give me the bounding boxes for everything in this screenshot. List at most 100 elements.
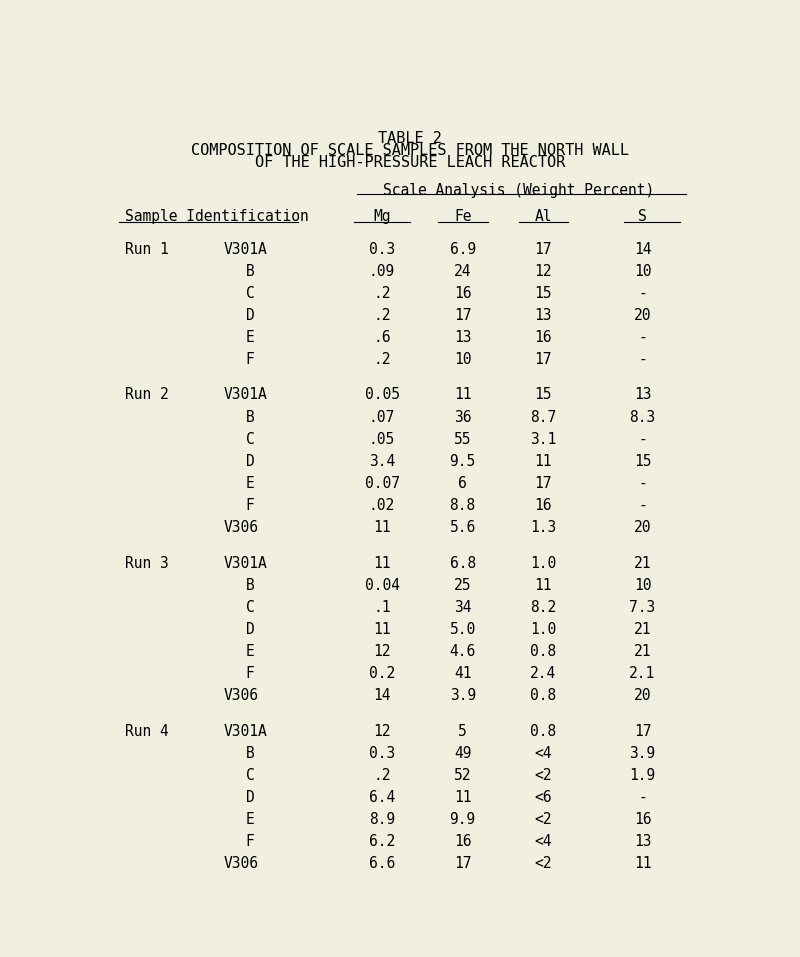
Text: V306: V306 — [224, 688, 259, 703]
Text: 24: 24 — [454, 264, 471, 278]
Text: 11: 11 — [374, 521, 391, 535]
Text: Run 1: Run 1 — [125, 241, 169, 256]
Text: .1: .1 — [374, 600, 391, 614]
Text: 11: 11 — [634, 857, 651, 871]
Text: Mg: Mg — [374, 210, 391, 224]
Text: .6: .6 — [374, 330, 391, 345]
Text: 17: 17 — [634, 723, 651, 739]
Text: Run 2: Run 2 — [125, 388, 169, 403]
Text: 8.2: 8.2 — [530, 600, 557, 614]
Text: V306: V306 — [224, 857, 259, 871]
Text: V301A: V301A — [224, 555, 268, 570]
Text: .2: .2 — [374, 286, 391, 300]
Text: F: F — [246, 666, 254, 681]
Text: 11: 11 — [534, 454, 552, 469]
Text: 49: 49 — [454, 746, 471, 761]
Text: 41: 41 — [454, 666, 471, 681]
Text: .07: .07 — [369, 410, 395, 425]
Text: 9.5: 9.5 — [450, 454, 476, 469]
Text: 15: 15 — [534, 388, 552, 403]
Text: B: B — [246, 410, 254, 425]
Text: .2: .2 — [374, 768, 391, 783]
Text: F: F — [246, 352, 254, 367]
Text: 8.8: 8.8 — [450, 498, 476, 513]
Text: 0.8: 0.8 — [530, 723, 557, 739]
Text: E: E — [246, 812, 254, 827]
Text: 13: 13 — [534, 308, 552, 323]
Text: 16: 16 — [454, 835, 471, 849]
Text: V306: V306 — [224, 521, 259, 535]
Text: 6.2: 6.2 — [369, 835, 395, 849]
Text: D: D — [246, 308, 254, 323]
Text: Run 4: Run 4 — [125, 723, 169, 739]
Text: .2: .2 — [374, 352, 391, 367]
Text: 16: 16 — [634, 812, 651, 827]
Text: 20: 20 — [634, 688, 651, 703]
Text: 2.4: 2.4 — [530, 666, 557, 681]
Text: .02: .02 — [369, 498, 395, 513]
Text: 0.8: 0.8 — [530, 644, 557, 659]
Text: .05: .05 — [369, 432, 395, 447]
Text: Scale Analysis (Weight Percent): Scale Analysis (Weight Percent) — [383, 183, 654, 198]
Text: -: - — [638, 286, 647, 300]
Text: 17: 17 — [534, 352, 552, 367]
Text: 0.07: 0.07 — [365, 476, 400, 491]
Text: 3.1: 3.1 — [530, 432, 557, 447]
Text: D: D — [246, 790, 254, 805]
Text: 11: 11 — [374, 555, 391, 570]
Text: B: B — [246, 746, 254, 761]
Text: 13: 13 — [634, 388, 651, 403]
Text: 6.8: 6.8 — [450, 555, 476, 570]
Text: 5: 5 — [458, 723, 467, 739]
Text: 6.4: 6.4 — [369, 790, 395, 805]
Text: <2: <2 — [534, 812, 552, 827]
Text: <2: <2 — [534, 768, 552, 783]
Text: 15: 15 — [634, 454, 651, 469]
Text: B: B — [246, 578, 254, 592]
Text: D: D — [246, 454, 254, 469]
Text: 0.3: 0.3 — [369, 241, 395, 256]
Text: TABLE 2: TABLE 2 — [378, 131, 442, 146]
Text: C: C — [246, 286, 254, 300]
Text: 10: 10 — [634, 264, 651, 278]
Text: .09: .09 — [369, 264, 395, 278]
Text: 1.0: 1.0 — [530, 622, 557, 636]
Text: 6: 6 — [458, 476, 467, 491]
Text: 6.9: 6.9 — [450, 241, 476, 256]
Text: Fe: Fe — [454, 210, 471, 224]
Text: 21: 21 — [634, 644, 651, 659]
Text: E: E — [246, 476, 254, 491]
Text: 0.8: 0.8 — [530, 688, 557, 703]
Text: 0.05: 0.05 — [365, 388, 400, 403]
Text: 5.6: 5.6 — [450, 521, 476, 535]
Text: 16: 16 — [454, 286, 471, 300]
Text: 8.9: 8.9 — [369, 812, 395, 827]
Text: 7.3: 7.3 — [630, 600, 656, 614]
Text: 17: 17 — [534, 476, 552, 491]
Text: <2: <2 — [534, 857, 552, 871]
Text: -: - — [638, 476, 647, 491]
Text: S: S — [638, 210, 647, 224]
Text: .2: .2 — [374, 308, 391, 323]
Text: Al: Al — [534, 210, 552, 224]
Text: 2.1: 2.1 — [630, 666, 656, 681]
Text: -: - — [638, 330, 647, 345]
Text: F: F — [246, 498, 254, 513]
Text: 17: 17 — [454, 857, 471, 871]
Text: 11: 11 — [454, 388, 471, 403]
Text: 10: 10 — [454, 352, 471, 367]
Text: 3.4: 3.4 — [369, 454, 395, 469]
Text: 34: 34 — [454, 600, 471, 614]
Text: -: - — [638, 498, 647, 513]
Text: 1.3: 1.3 — [530, 521, 557, 535]
Text: 3.9: 3.9 — [450, 688, 476, 703]
Text: 17: 17 — [534, 241, 552, 256]
Text: 25: 25 — [454, 578, 471, 592]
Text: 21: 21 — [634, 622, 651, 636]
Text: 16: 16 — [534, 330, 552, 345]
Text: 6.6: 6.6 — [369, 857, 395, 871]
Text: 11: 11 — [454, 790, 471, 805]
Text: 55: 55 — [454, 432, 471, 447]
Text: D: D — [246, 622, 254, 636]
Text: 20: 20 — [634, 521, 651, 535]
